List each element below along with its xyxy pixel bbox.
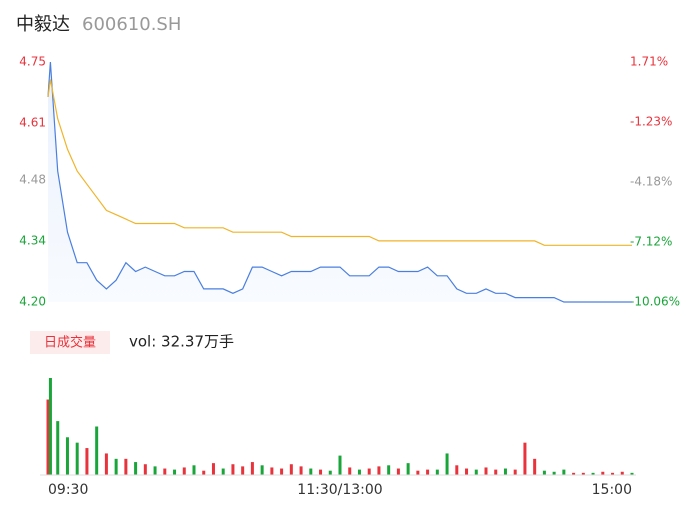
y-tick-label: 4.75 <box>19 55 46 69</box>
y2-tick-label: 1.71% <box>630 55 668 69</box>
volume-bar <box>221 468 225 475</box>
volume-bar <box>319 469 323 475</box>
volume-bar <box>134 462 138 475</box>
volume-bar <box>143 464 147 475</box>
volume-bar <box>153 466 157 475</box>
volume-bar <box>406 463 410 475</box>
volume-bar <box>211 463 215 475</box>
volume-bar <box>75 442 79 475</box>
volume-bar <box>85 448 89 475</box>
volume-bar <box>426 469 430 475</box>
volume-bar <box>338 455 342 475</box>
volume-bar <box>95 426 99 475</box>
y2-tick-label: -10.06% <box>630 295 680 309</box>
volume-bar <box>611 472 615 475</box>
volume-bar <box>357 469 361 475</box>
volume-bar <box>124 458 128 475</box>
y2-tick-label: -4.18% <box>630 175 672 189</box>
y2-tick-label: -7.12% <box>630 235 672 249</box>
volume-bar <box>114 458 118 475</box>
volume-bar <box>280 468 284 475</box>
volume-bar <box>309 468 313 475</box>
volume-bar <box>299 466 303 475</box>
x-tick-label: 15:00 <box>592 482 632 498</box>
volume-bar <box>104 453 108 475</box>
volume-bar <box>270 467 274 475</box>
volume-bar <box>620 471 624 475</box>
chart-subtitle: 600610.SH <box>82 14 181 35</box>
series-line <box>47 79 632 246</box>
volume-bar <box>387 465 391 475</box>
y-tick-label: 4.20 <box>19 295 46 309</box>
volume-bar <box>192 465 196 475</box>
volume-bar <box>377 466 381 475</box>
volume-bar <box>56 421 60 475</box>
y-tick-label: 4.61 <box>19 116 46 130</box>
x-tick-label: 11:30/13:00 <box>297 482 382 498</box>
volume-bar <box>260 465 264 475</box>
volume-bar <box>484 467 488 475</box>
volume-bar <box>202 470 206 475</box>
volume-bar <box>562 469 566 475</box>
volume-bar <box>465 468 469 475</box>
volume-bar <box>503 468 507 475</box>
volume-bar <box>182 467 186 475</box>
volume-bar <box>163 468 167 475</box>
series-line <box>47 61 632 303</box>
volume-bar <box>552 471 556 475</box>
volume-bar <box>513 469 517 475</box>
volume-bar <box>173 469 177 475</box>
volume-bar <box>328 470 332 475</box>
volume-bar <box>289 464 293 475</box>
volume-bar <box>474 469 478 475</box>
volume-bar <box>396 468 400 475</box>
volume-bar <box>455 465 459 475</box>
volume-bar <box>48 378 52 475</box>
volume-bar <box>591 472 595 475</box>
volume-bar <box>601 471 605 475</box>
y-tick-label: 4.34 <box>19 233 46 247</box>
volume-bar <box>65 437 69 475</box>
chart-title: 中毅达 <box>16 14 70 35</box>
x-tick-label: 09:30 <box>48 482 88 498</box>
volume-bar <box>494 469 498 475</box>
volume-bar <box>630 472 634 475</box>
volume-bar <box>241 466 245 475</box>
volume-bar <box>533 458 537 475</box>
volume-bar <box>435 469 439 475</box>
volume-bar <box>46 399 50 475</box>
volume-bar <box>416 470 420 475</box>
volume-bar <box>572 472 576 475</box>
volume-title: 日成交量 <box>44 335 96 351</box>
volume-bar <box>581 472 585 475</box>
volume-bar <box>367 468 371 475</box>
volume-bar <box>542 470 546 475</box>
volume-bar <box>445 453 449 475</box>
y-tick-label: 4.48 <box>19 172 46 186</box>
y2-tick-label: -1.23% <box>630 114 672 128</box>
volume-bar <box>348 467 352 475</box>
volume-bar <box>250 462 254 475</box>
volume-bar <box>523 442 527 475</box>
volume-bar <box>231 464 235 475</box>
price-area <box>48 62 632 302</box>
volume-badge <box>30 331 110 354</box>
volume-label: vol: 32.37万手 <box>129 333 234 351</box>
